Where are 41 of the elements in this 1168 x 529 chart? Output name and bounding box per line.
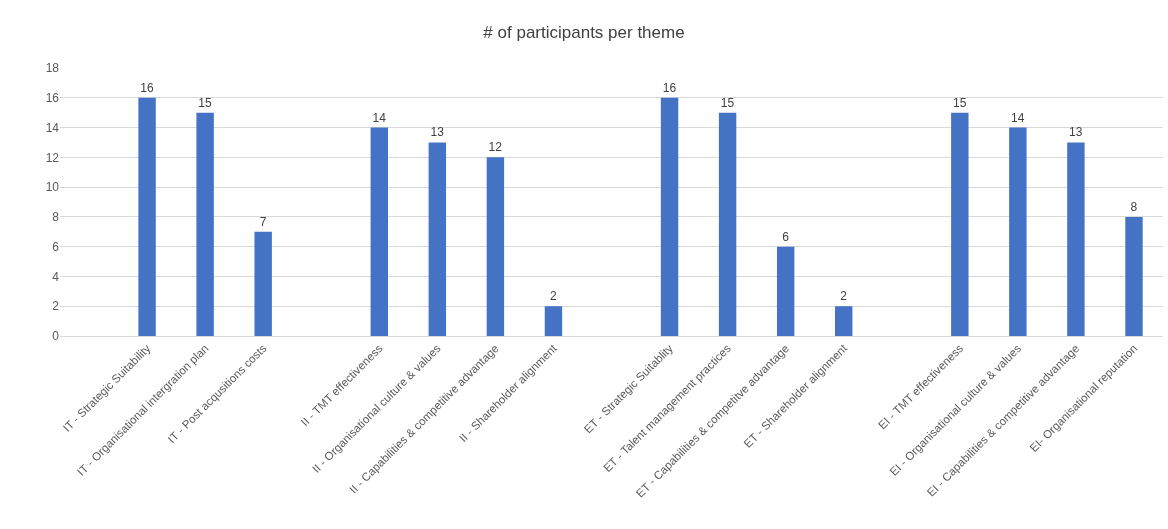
- data-label: 2: [549, 289, 557, 304]
- bar: [428, 142, 447, 336]
- y-tick-label: 10: [45, 180, 60, 195]
- bar: [660, 97, 679, 336]
- y-tick-label: 2: [52, 299, 60, 314]
- bar: [196, 112, 214, 336]
- data-label: 13: [430, 125, 445, 140]
- data-label: 16: [140, 80, 154, 95]
- chart-title: # of participants per theme: [483, 23, 685, 43]
- bar: [544, 306, 563, 336]
- bar: [138, 97, 156, 336]
- data-label: 7: [259, 214, 267, 229]
- y-tick-label: 0: [52, 329, 60, 344]
- data-label: 8: [1130, 199, 1138, 214]
- data-label: 14: [372, 110, 387, 125]
- bar: [718, 112, 737, 336]
- y-tick-label: 14: [45, 120, 60, 135]
- data-label: 6: [782, 229, 790, 244]
- bar: [254, 231, 272, 336]
- bar: [835, 306, 853, 336]
- data-label: 16: [662, 80, 677, 95]
- data-label: 14: [1011, 110, 1025, 125]
- data-label: 13: [1069, 125, 1083, 140]
- y-tick-label: 16: [45, 90, 60, 105]
- y-tick-label: 8: [52, 210, 60, 225]
- y-tick-label: 4: [52, 269, 60, 284]
- bar: [1067, 142, 1085, 336]
- bar: [370, 127, 388, 336]
- bar: [1009, 127, 1027, 336]
- bar: [1125, 216, 1143, 336]
- data-label: 15: [198, 95, 212, 110]
- bar: [486, 157, 505, 336]
- data-label: 15: [952, 95, 967, 110]
- y-tick-label: 12: [45, 150, 60, 165]
- y-tick-label: 18: [45, 61, 60, 76]
- data-label: 15: [720, 95, 735, 110]
- data-label: 2: [840, 289, 848, 304]
- bar: [951, 112, 969, 336]
- bar: [776, 246, 795, 336]
- data-label: 12: [488, 140, 503, 155]
- y-tick-label: 6: [52, 239, 60, 254]
